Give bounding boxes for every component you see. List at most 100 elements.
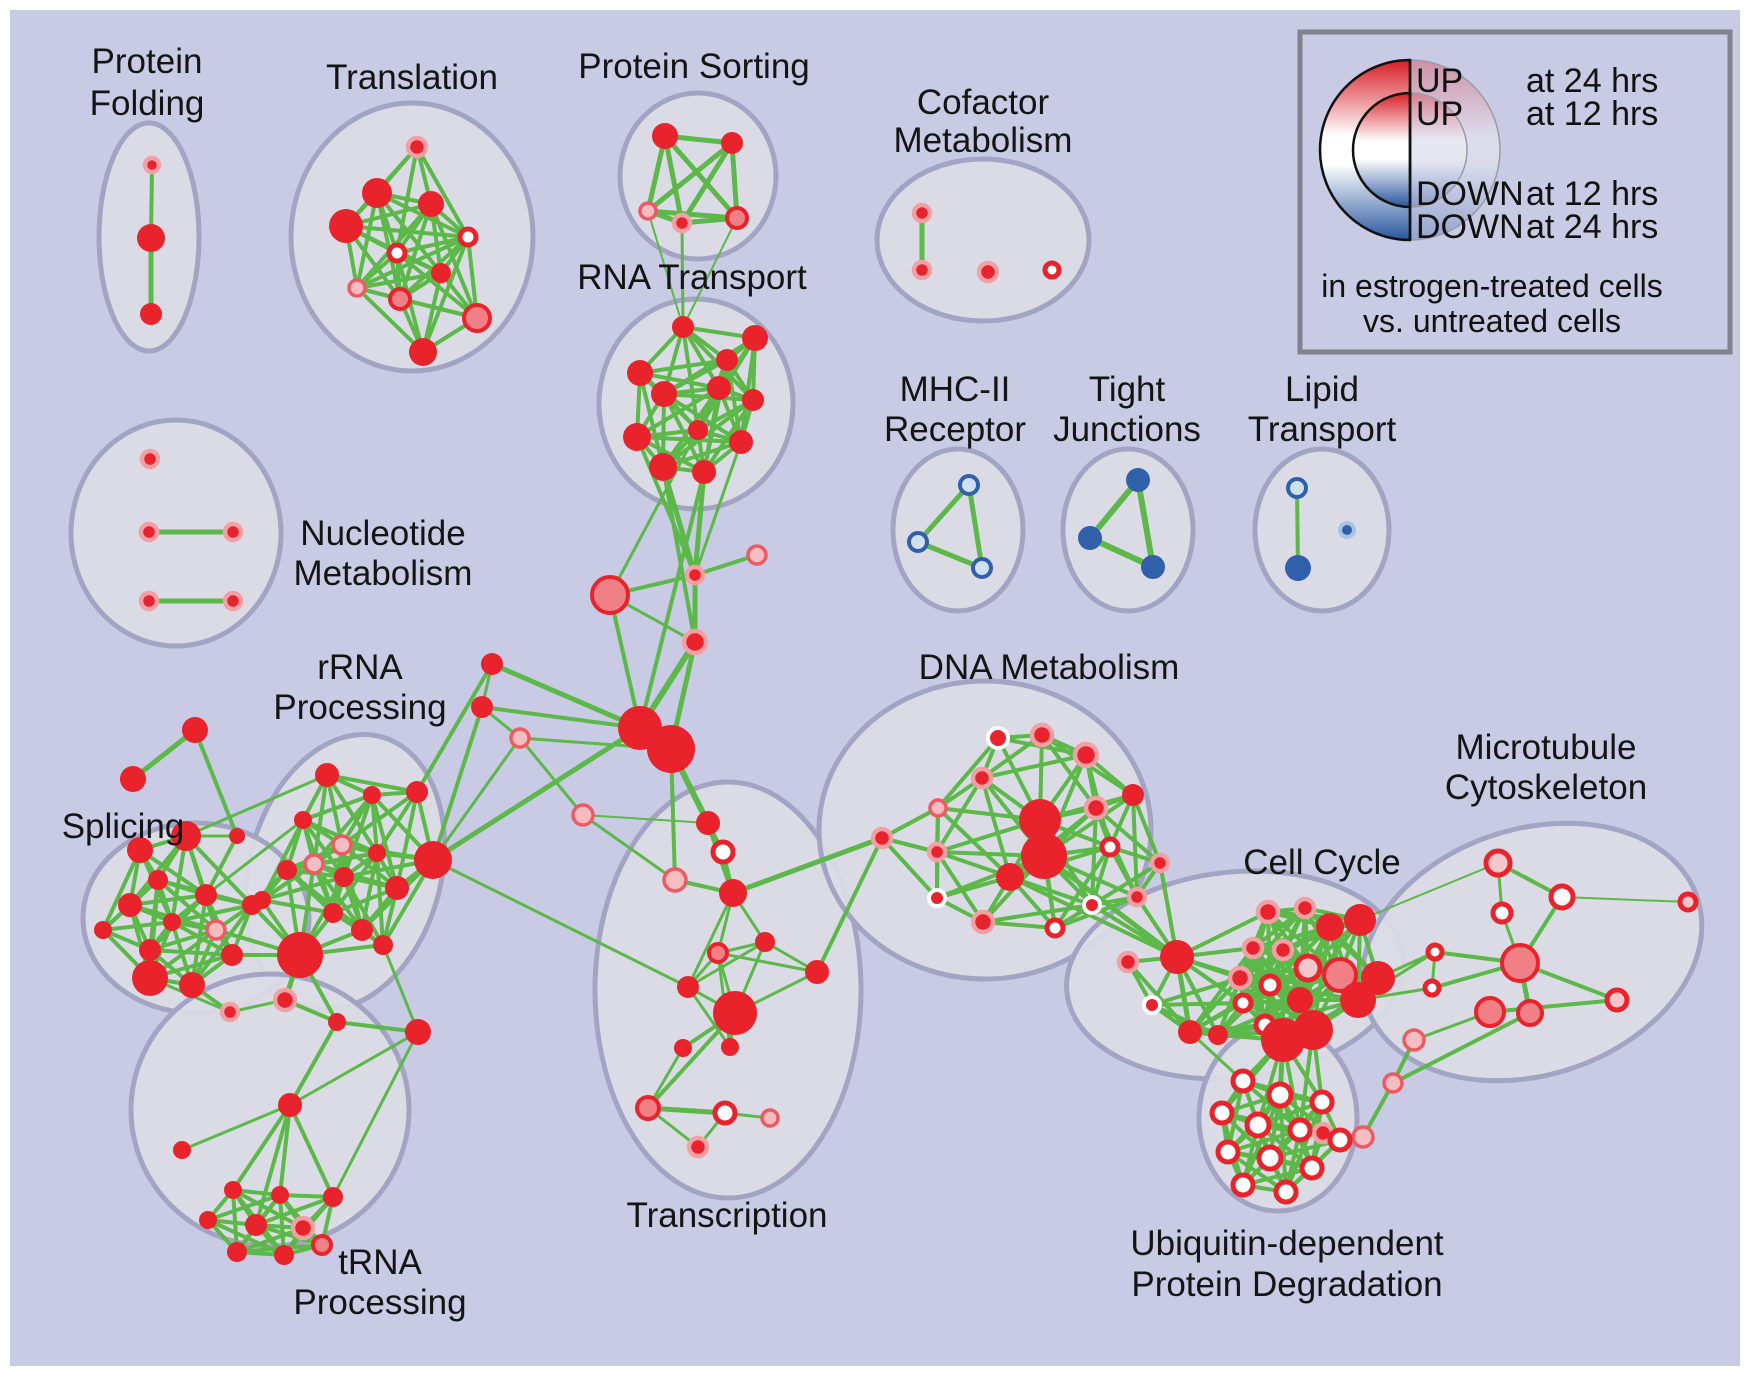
node-dm17 bbox=[1082, 895, 1102, 915]
node-cc3 bbox=[1316, 913, 1344, 941]
edge-rt3-rt6 bbox=[638, 371, 721, 390]
node-tq4 bbox=[199, 1211, 217, 1229]
edge-tc-tq2 bbox=[278, 1103, 292, 1197]
edge-lp1-lp2 bbox=[1295, 486, 1300, 570]
node-cc10 bbox=[1227, 965, 1253, 991]
edge-ub6-ub8 bbox=[1226, 1128, 1302, 1154]
edge-rt12-ch1 bbox=[692, 469, 707, 578]
node-sp13 bbox=[94, 921, 112, 939]
node-tn13 bbox=[712, 1100, 738, 1126]
node-rr9 bbox=[385, 876, 409, 900]
node-rr1 bbox=[315, 763, 339, 787]
node-dm1 bbox=[986, 726, 1010, 750]
node-ub2 bbox=[1266, 1081, 1294, 1109]
node-nm1 bbox=[139, 448, 161, 470]
node-dm16 bbox=[1126, 886, 1148, 908]
node-dm7 bbox=[1122, 784, 1144, 806]
node-tn9 bbox=[713, 991, 757, 1035]
node-ub11 bbox=[1230, 1172, 1256, 1198]
node-mt2 bbox=[1548, 883, 1576, 911]
node-tl8 bbox=[347, 278, 367, 298]
edge-tq3-tq5 bbox=[254, 1195, 335, 1227]
edge-tn8-dmL bbox=[815, 836, 884, 974]
node-tu4 bbox=[405, 1019, 431, 1045]
edge-ps2-ps5 bbox=[729, 140, 740, 221]
edge-sp6-rr16 bbox=[204, 818, 305, 897]
edge-rr3-rr9 bbox=[395, 790, 419, 890]
edge-ps1-ps4 bbox=[662, 133, 685, 226]
edge-tl3-tl10 bbox=[429, 202, 479, 320]
node-cc15 bbox=[1340, 982, 1376, 1018]
edge-hub1-mid1 bbox=[489, 661, 643, 731]
edge-tq2-tq4 bbox=[206, 1193, 282, 1222]
edge-rr7-rr12 bbox=[375, 851, 385, 947]
node-cf3 bbox=[976, 260, 1000, 284]
node-tq2 bbox=[271, 1186, 289, 1204]
node-cc6 bbox=[1271, 938, 1295, 962]
node-mid1 bbox=[481, 653, 503, 675]
cluster-tight-junctions-label: Junctions bbox=[1053, 410, 1201, 449]
node-tj3 bbox=[1141, 555, 1165, 579]
cluster-dna-metabolism-label: DNA Metabolism bbox=[919, 648, 1180, 687]
node-tn14 bbox=[760, 1108, 780, 1128]
node-dm4 bbox=[970, 766, 994, 790]
node-rt4 bbox=[716, 349, 738, 371]
node-cf4 bbox=[1042, 260, 1062, 280]
node-hub2 bbox=[647, 725, 695, 773]
node-cc11 bbox=[1258, 973, 1282, 997]
legend-caption: in estrogen-treated cells bbox=[1321, 268, 1663, 304]
node-nm5 bbox=[222, 590, 244, 612]
node-sp12 bbox=[242, 895, 262, 915]
legend-row-2-time: at 12 hrs bbox=[1526, 175, 1658, 213]
node-rt10 bbox=[729, 430, 753, 454]
node-rt8 bbox=[623, 423, 651, 451]
node-dm9 bbox=[1021, 833, 1067, 879]
node-cc20 bbox=[1116, 950, 1140, 974]
edge-rr4-tn7 bbox=[431, 858, 690, 989]
edge-tu3-tu4 bbox=[335, 1020, 420, 1034]
node-dm6 bbox=[1083, 795, 1109, 821]
node-mid3 bbox=[509, 727, 531, 749]
node-mx2 bbox=[1382, 1072, 1404, 1094]
edge-cc13-br2 bbox=[1188, 1023, 1267, 1034]
node-tn8 bbox=[805, 960, 829, 984]
edge-tj1-tj2 bbox=[1087, 477, 1141, 541]
node-tn10 bbox=[674, 1039, 692, 1057]
node-tq6 bbox=[290, 1215, 316, 1241]
cluster-nucleotide-metabolism-label: Metabolism bbox=[294, 554, 473, 593]
edge-tc-ti bbox=[180, 1103, 292, 1152]
node-sp1 bbox=[127, 837, 153, 863]
cluster-translation-label: Translation bbox=[326, 58, 498, 97]
legend-row-3-direction: DOWN bbox=[1416, 208, 1524, 246]
node-sp11 bbox=[205, 919, 227, 941]
node-ub3 bbox=[1309, 1089, 1335, 1115]
edge-dm9-br1 bbox=[1041, 853, 1180, 960]
edge-cc4-mt1 bbox=[1359, 862, 1499, 921]
edge-rr1-rr6 bbox=[312, 773, 329, 866]
edge-tri3-sp6 bbox=[204, 834, 239, 897]
node-cc18 bbox=[1208, 1025, 1228, 1045]
node-sp10 bbox=[221, 944, 243, 966]
node-mh3 bbox=[971, 557, 993, 579]
legend-row-0-time: at 24 hrs bbox=[1526, 62, 1658, 100]
edge-rt3-rt11 bbox=[638, 371, 665, 469]
edge-rr7-rr11 bbox=[360, 851, 379, 932]
node-ub6 bbox=[1287, 1117, 1313, 1143]
edge-ps2-ps3 bbox=[645, 140, 735, 214]
edge-rr8-rr16 bbox=[301, 818, 346, 879]
edge-ch1-ch2 bbox=[693, 553, 759, 577]
cluster-ubiquitin-degradation-label: Ubiquitin-dependent bbox=[1130, 1224, 1444, 1263]
node-tl11 bbox=[409, 338, 437, 366]
node-br2 bbox=[1178, 1020, 1202, 1044]
node-lp1 bbox=[1286, 477, 1308, 499]
node-mt3 bbox=[1490, 901, 1514, 925]
node-cc14 bbox=[1287, 987, 1313, 1013]
node-rt5 bbox=[651, 381, 677, 407]
nodes bbox=[94, 123, 1699, 1265]
cluster-trna-processing-label: tRNA bbox=[338, 1243, 422, 1282]
node-dm3 bbox=[1072, 741, 1100, 769]
edge-tl1-tl5 bbox=[415, 145, 470, 239]
node-mh2 bbox=[907, 531, 929, 553]
node-mx1 bbox=[1402, 1028, 1426, 1052]
